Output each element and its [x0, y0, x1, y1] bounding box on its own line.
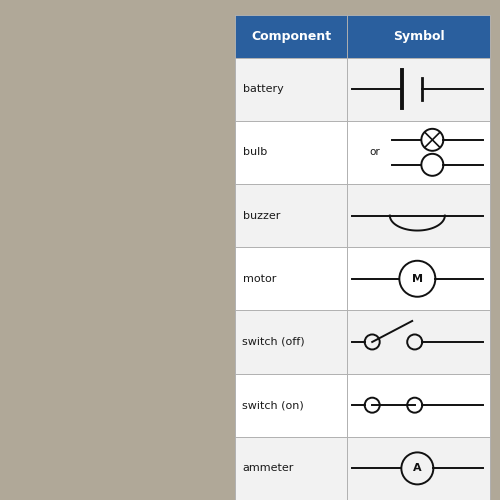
FancyBboxPatch shape: [235, 15, 490, 58]
Text: switch (off): switch (off): [242, 337, 305, 347]
FancyBboxPatch shape: [235, 310, 490, 374]
Text: battery: battery: [242, 84, 283, 94]
Text: Symbol: Symbol: [393, 30, 444, 43]
Text: switch (on): switch (on): [242, 400, 304, 410]
FancyBboxPatch shape: [235, 58, 490, 120]
FancyBboxPatch shape: [235, 120, 490, 184]
FancyBboxPatch shape: [235, 184, 490, 247]
FancyBboxPatch shape: [235, 437, 490, 500]
Text: Component: Component: [251, 30, 331, 43]
Text: M: M: [412, 274, 423, 283]
FancyBboxPatch shape: [235, 247, 490, 310]
Text: motor: motor: [242, 274, 276, 283]
Text: or: or: [370, 148, 380, 158]
Text: A: A: [413, 464, 422, 473]
Text: bulb: bulb: [242, 148, 267, 158]
Text: buzzer: buzzer: [242, 210, 280, 220]
FancyBboxPatch shape: [235, 374, 490, 437]
Text: ammeter: ammeter: [242, 464, 294, 473]
